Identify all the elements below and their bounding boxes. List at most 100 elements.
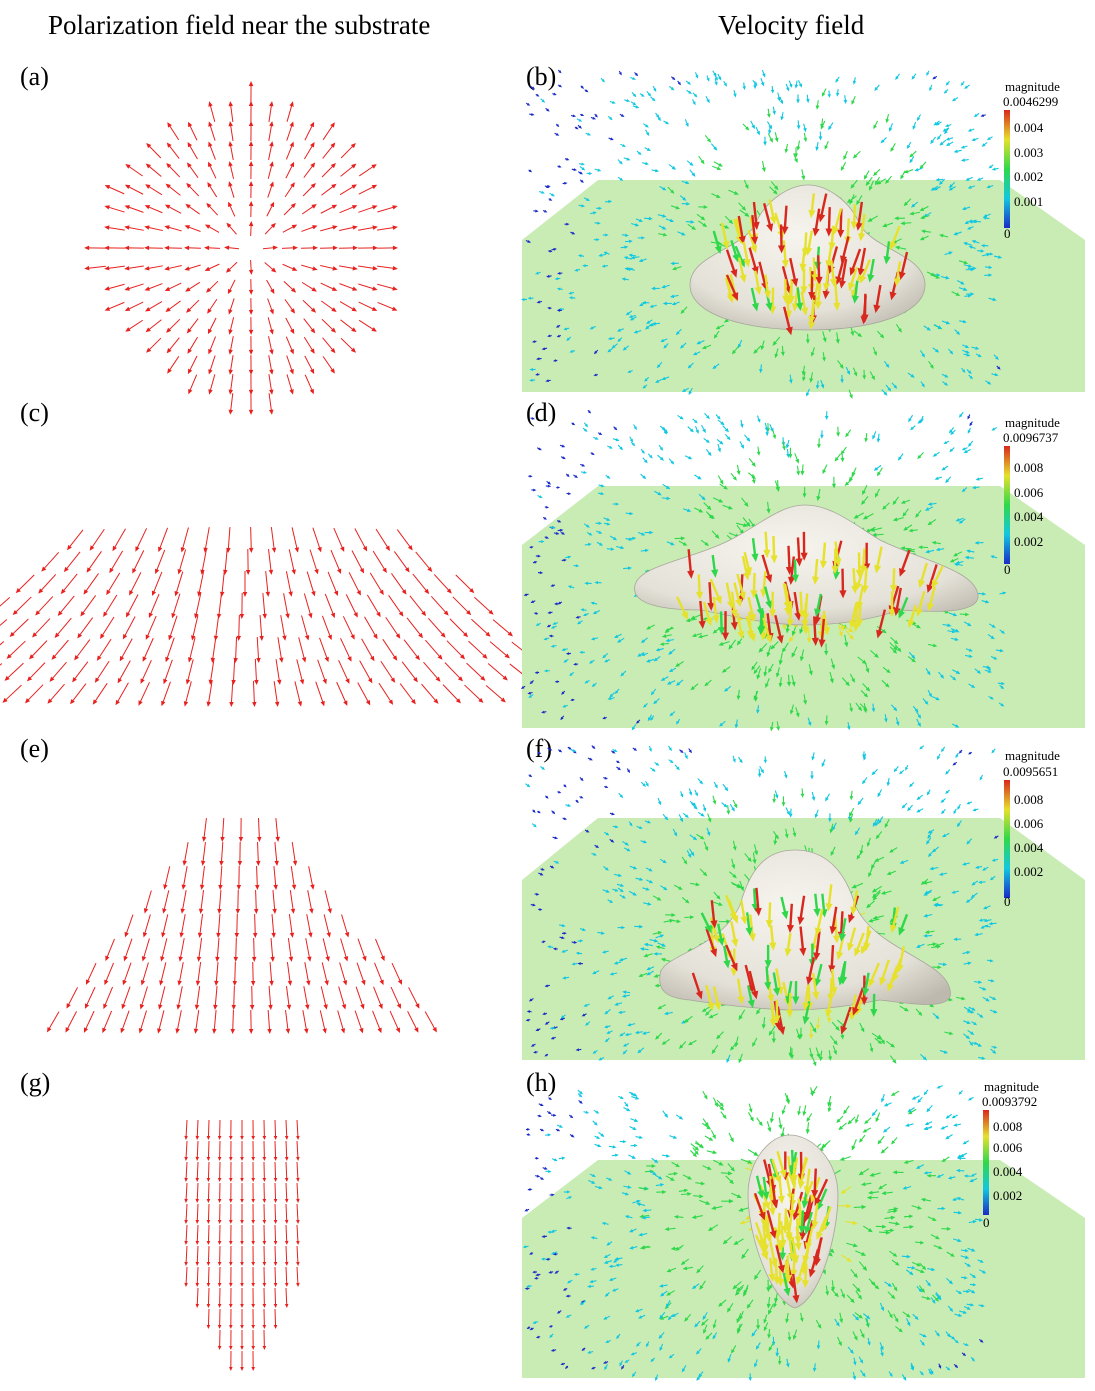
polarization-arrow-head <box>214 980 219 986</box>
polarization-arrow <box>339 265 355 270</box>
velocity-arrow-head <box>724 224 730 229</box>
velocity-arrow-head <box>685 899 690 904</box>
velocity-arrow-head <box>713 72 717 77</box>
velocity-arrow-head <box>994 373 999 377</box>
velocity-arrow-head <box>980 249 985 253</box>
polarization-arrow-head <box>262 1261 267 1266</box>
polarization-arrow <box>412 573 428 593</box>
velocity-arrow-head <box>536 300 541 304</box>
polarization-arrow-head <box>404 567 410 573</box>
velocity-arrow-head <box>976 670 982 674</box>
velocity-arrow-head <box>808 209 816 219</box>
velocity-arrow-head <box>639 924 644 929</box>
velocity-arrow-head <box>958 413 963 418</box>
velocity-arrow-head <box>642 475 647 480</box>
polarization-arrow <box>296 1161 299 1180</box>
velocity-arrow-head <box>552 947 557 951</box>
velocity-arrow-head <box>584 581 589 586</box>
velocity-arrow-head <box>866 1195 872 1200</box>
polarization-arrow <box>283 204 295 216</box>
velocity-arrow-head <box>910 203 916 208</box>
velocity-arrow-head <box>748 933 756 942</box>
polarization-arrow-head <box>225 267 232 273</box>
velocity-arrow-head <box>970 894 975 899</box>
velocity-arrow-head <box>527 296 532 300</box>
velocity-arrow-head <box>737 996 745 1005</box>
polarization-arrow-head <box>228 201 233 208</box>
polarization-arrow-head <box>198 908 204 914</box>
velocity-arrow-head <box>893 607 901 617</box>
velocity-arrow-head <box>583 1003 588 1007</box>
velocity-arrow-head <box>903 201 909 207</box>
velocity-arrow <box>840 258 848 285</box>
polarization-arrow <box>185 1182 188 1201</box>
polarization-arrow-head <box>284 1240 289 1245</box>
polarization-arrow-head <box>206 287 212 293</box>
polarization-arrow-head <box>119 655 125 662</box>
velocity-arrow-head <box>765 634 773 644</box>
polarization-arrow-head <box>229 1324 233 1329</box>
polarization-arrow <box>201 549 207 572</box>
velocity-arrow-head <box>972 266 977 271</box>
polarization-arrow <box>207 247 220 249</box>
polarization-arrow-head <box>184 1282 188 1287</box>
polarization-arrow <box>301 226 315 232</box>
polarization-arrow <box>116 682 129 703</box>
velocity-arrow-head <box>987 381 992 385</box>
polarization-arrow <box>252 961 254 984</box>
polarization-arrow-head <box>251 1366 255 1371</box>
velocity-arrow-head <box>905 766 909 771</box>
polarization-arrow <box>262 247 276 250</box>
polarization-arrow <box>355 986 364 1007</box>
velocity-arrow-head <box>968 751 972 755</box>
polarization-arrow-head <box>251 1282 255 1287</box>
velocity-arrow-head <box>964 555 969 560</box>
velocity-arrow-head <box>946 1333 951 1338</box>
polarization-arrow-head <box>140 678 145 684</box>
velocity-arrow-head <box>527 691 531 695</box>
velocity-arrow-head <box>738 1015 743 1021</box>
polarization-arrow-head <box>269 349 274 355</box>
velocity-arrow <box>900 549 911 573</box>
polarization-arrow-head <box>284 1261 289 1266</box>
velocity-arrow-head <box>938 872 944 876</box>
polarization-arrow-head <box>309 121 315 128</box>
polarization-arrow-head <box>139 1004 145 1010</box>
velocity-arrow-head <box>699 780 704 785</box>
velocity-arrow <box>860 259 871 280</box>
polarization-arrow-head <box>77 633 83 639</box>
polarization-arrow-head <box>184 1219 188 1224</box>
velocity-arrow-head <box>545 536 549 539</box>
polarization-arrow-head <box>262 1345 267 1350</box>
velocity-arrow-head <box>778 682 783 688</box>
velocity-arrow-head <box>634 72 639 77</box>
velocity-arrow-head <box>799 263 807 272</box>
velocity-arrow-head <box>533 824 537 828</box>
velocity-arrow-head <box>619 888 624 893</box>
polarization-arrow-head <box>164 286 171 291</box>
polarization-arrow-head <box>184 1135 188 1140</box>
polarization-arrow-head <box>296 1156 300 1161</box>
velocity-arrow-head <box>762 73 766 78</box>
velocity-arrow <box>869 962 880 984</box>
polarization-arrow-head <box>238 836 244 842</box>
polarization-arrow <box>373 986 382 1007</box>
polarization-arrow <box>229 123 234 141</box>
velocity-arrow-head <box>589 326 594 330</box>
polarization-arrow-head <box>72 677 77 683</box>
polarization-arrow-head <box>158 1004 163 1010</box>
velocity-arrow-head <box>644 378 648 382</box>
velocity-arrow-head <box>719 722 724 727</box>
polarization-arrow-head <box>229 1366 233 1371</box>
polarization-arrow <box>62 573 78 593</box>
polarization-arrow <box>230 393 234 412</box>
polarization-arrow-head <box>217 1303 222 1308</box>
velocity-arrow-head <box>662 426 666 431</box>
velocity-arrow-head <box>543 669 548 673</box>
polarization-arrow-head <box>203 547 208 553</box>
velocity-arrow-head <box>803 127 807 133</box>
velocity-arrow-head <box>574 474 578 479</box>
polarization-arrow <box>273 681 278 704</box>
velocity-arrow-head <box>991 427 996 431</box>
polarization-arrow-head <box>272 245 278 250</box>
